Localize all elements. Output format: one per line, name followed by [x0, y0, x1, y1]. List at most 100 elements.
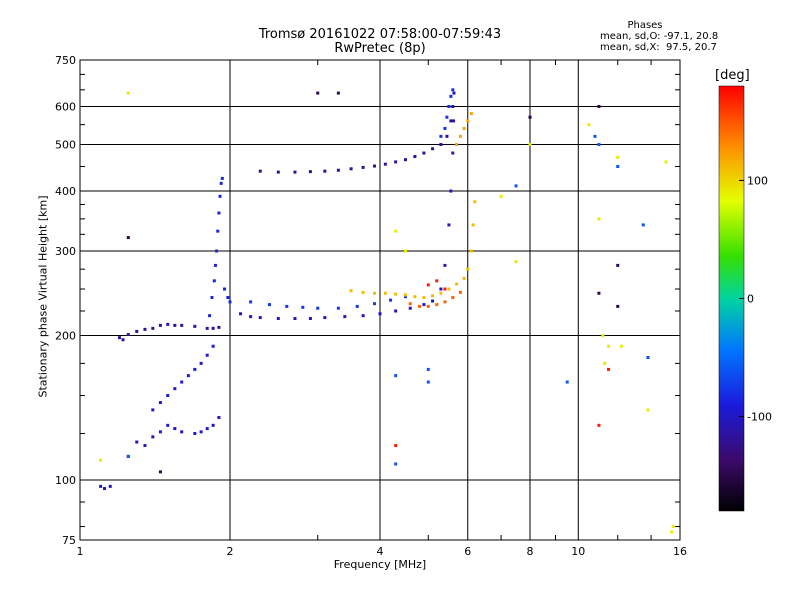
- echo-point: [458, 134, 462, 138]
- echo-point: [514, 260, 518, 264]
- echo-point: [117, 336, 121, 340]
- echo-point: [173, 387, 177, 391]
- y-tick-label: 750: [55, 54, 76, 67]
- echo-point: [108, 484, 112, 488]
- colorbar-tick-label: 0: [747, 293, 754, 306]
- echo-point: [449, 94, 453, 98]
- echo-point: [143, 444, 147, 448]
- echo-point: [426, 380, 430, 384]
- echo-point: [135, 329, 139, 333]
- echo-point: [408, 306, 412, 310]
- echo-point: [466, 119, 470, 123]
- echo-point: [499, 194, 503, 198]
- echo-point: [616, 304, 620, 308]
- echo-point: [349, 167, 353, 171]
- y-tick-label: 600: [55, 101, 76, 114]
- echo-point: [143, 327, 147, 331]
- echo-point: [217, 415, 221, 419]
- y-axis-label: Stationary phase Virtual Height [km]: [36, 195, 50, 398]
- echo-point: [451, 88, 455, 92]
- echo-point: [443, 263, 447, 267]
- echo-point: [99, 458, 103, 462]
- echo-point: [239, 312, 243, 316]
- echo-point: [186, 374, 190, 378]
- chart-subtitle: RwPretec (8p): [334, 41, 426, 56]
- echo-point: [431, 299, 435, 303]
- echo-point: [226, 296, 230, 300]
- echo-point: [413, 295, 417, 299]
- echo-point: [267, 303, 271, 307]
- x-axis-ticks: 1 2 4 6 8 10 16: [77, 60, 687, 558]
- x-tick-label: 8: [527, 545, 534, 558]
- echo-point: [597, 105, 601, 109]
- y-tick-label: 300: [55, 245, 76, 258]
- echo-point: [664, 160, 668, 164]
- echo-point: [373, 291, 377, 295]
- data-points: [99, 88, 675, 534]
- echo-point: [587, 123, 591, 127]
- echo-point: [199, 361, 203, 365]
- colorbar-tick-label: 100: [747, 174, 768, 187]
- colorbar-ticks: 100 0 -100: [739, 174, 772, 424]
- echo-point: [528, 115, 532, 119]
- echo-point: [528, 143, 532, 147]
- echo-point: [616, 263, 620, 267]
- echo-point: [607, 344, 611, 348]
- echo-point: [151, 435, 155, 439]
- y-tick-label: 100: [55, 474, 76, 487]
- echo-point: [158, 430, 162, 434]
- echo-point: [646, 355, 650, 359]
- echo-point: [469, 249, 473, 253]
- echo-point: [211, 344, 215, 348]
- x-tick-label: 10: [571, 545, 585, 558]
- echo-point: [293, 317, 297, 321]
- echo-point: [426, 283, 430, 287]
- echo-point: [469, 112, 473, 116]
- echo-point: [212, 279, 216, 283]
- echo-point: [447, 105, 451, 109]
- echo-point: [121, 338, 125, 342]
- echo-point: [285, 304, 289, 308]
- x-tick-label: 6: [464, 545, 471, 558]
- echo-point: [422, 303, 426, 307]
- echo-point: [173, 427, 177, 431]
- echo-point: [103, 487, 107, 491]
- echo-point: [449, 189, 453, 193]
- echo-point: [158, 323, 162, 327]
- echo-point: [408, 302, 412, 306]
- echo-point: [316, 91, 320, 95]
- echo-point: [403, 158, 407, 162]
- echo-point: [426, 304, 430, 308]
- x-tick-label: 4: [377, 545, 384, 558]
- echo-point: [293, 170, 297, 174]
- echo-point: [166, 322, 170, 326]
- echo-point: [435, 279, 439, 283]
- echo-point: [422, 296, 426, 300]
- echo-point: [180, 323, 184, 327]
- echo-point: [403, 249, 407, 253]
- echo-point: [455, 143, 459, 147]
- echo-point: [603, 361, 607, 365]
- echo-point: [205, 427, 209, 431]
- echo-point: [217, 211, 221, 215]
- echo-point: [378, 312, 382, 316]
- echo-point: [452, 119, 456, 123]
- echo-point: [151, 326, 155, 330]
- echo-point: [316, 306, 320, 310]
- echo-point: [646, 408, 650, 412]
- echo-point: [394, 444, 398, 448]
- echo-point: [445, 134, 449, 138]
- echo-point: [217, 325, 221, 329]
- echo-point: [180, 380, 184, 384]
- echo-point: [135, 440, 139, 444]
- y-tick-label: 200: [55, 330, 76, 343]
- echo-point: [355, 304, 359, 308]
- echo-point: [361, 165, 365, 169]
- echo-point: [417, 304, 421, 308]
- echo-point: [462, 126, 466, 130]
- echo-point: [158, 470, 162, 474]
- echo-point: [373, 164, 377, 168]
- echo-point: [514, 184, 518, 188]
- echo-point: [126, 91, 130, 95]
- echo-point: [451, 296, 455, 300]
